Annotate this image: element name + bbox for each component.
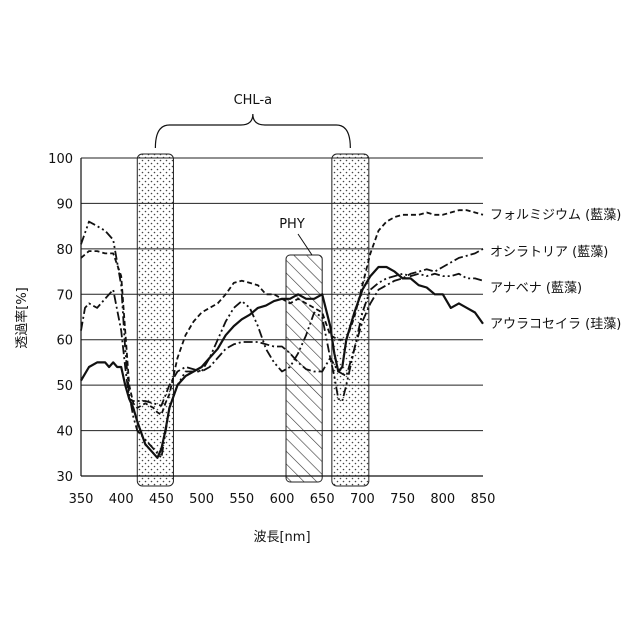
y-axis-title: 透過率[%] (14, 287, 30, 349)
y-tick-label: 30 (56, 470, 73, 485)
x-axis-title: 波長[nm] (253, 530, 310, 545)
x-tick-label: 550 (229, 492, 254, 507)
x-tick-label: 750 (390, 492, 415, 507)
x-tick-label: 850 (471, 492, 496, 507)
y-tick-label: 80 (56, 243, 73, 258)
chl-a-label: CHL-a (234, 93, 273, 108)
series-line-1 (80, 209, 484, 416)
x-tick-label: 450 (149, 492, 174, 507)
y-tick-label: 40 (56, 425, 73, 440)
chl-a-bracket (154, 113, 351, 149)
y-tick-label: 60 (56, 334, 73, 349)
x-tick-label: 700 (350, 492, 375, 507)
legend-entry-4: アウラコセイラ (珪藻) (490, 317, 621, 332)
phy-label: PHY (279, 217, 305, 232)
x-tick-label: 600 (270, 492, 295, 507)
x-tick-label: 500 (189, 492, 214, 507)
chl-a-band-2 (331, 153, 370, 487)
x-tick-label: 350 (69, 492, 94, 507)
x-tick-label: 800 (430, 492, 455, 507)
y-tick-label: 100 (48, 152, 73, 167)
y-tick-label: 90 (56, 197, 73, 212)
x-tick-label: 400 (109, 492, 134, 507)
legend-entry-1: フォルミジウム (藍藻) (490, 208, 621, 223)
series-line-2 (80, 248, 484, 407)
y-tick-label: 70 (56, 288, 73, 303)
legend-entry-2: オシラトリア (藍藻) (490, 245, 608, 260)
phy-leader-line (297, 233, 313, 256)
series-line-4 (80, 265, 484, 459)
legend-entry-3: アナベナ (藍藻) (490, 281, 582, 296)
series-line-3 (80, 220, 484, 459)
y-tick-label: 50 (56, 379, 73, 394)
x-tick-label: 650 (310, 492, 335, 507)
